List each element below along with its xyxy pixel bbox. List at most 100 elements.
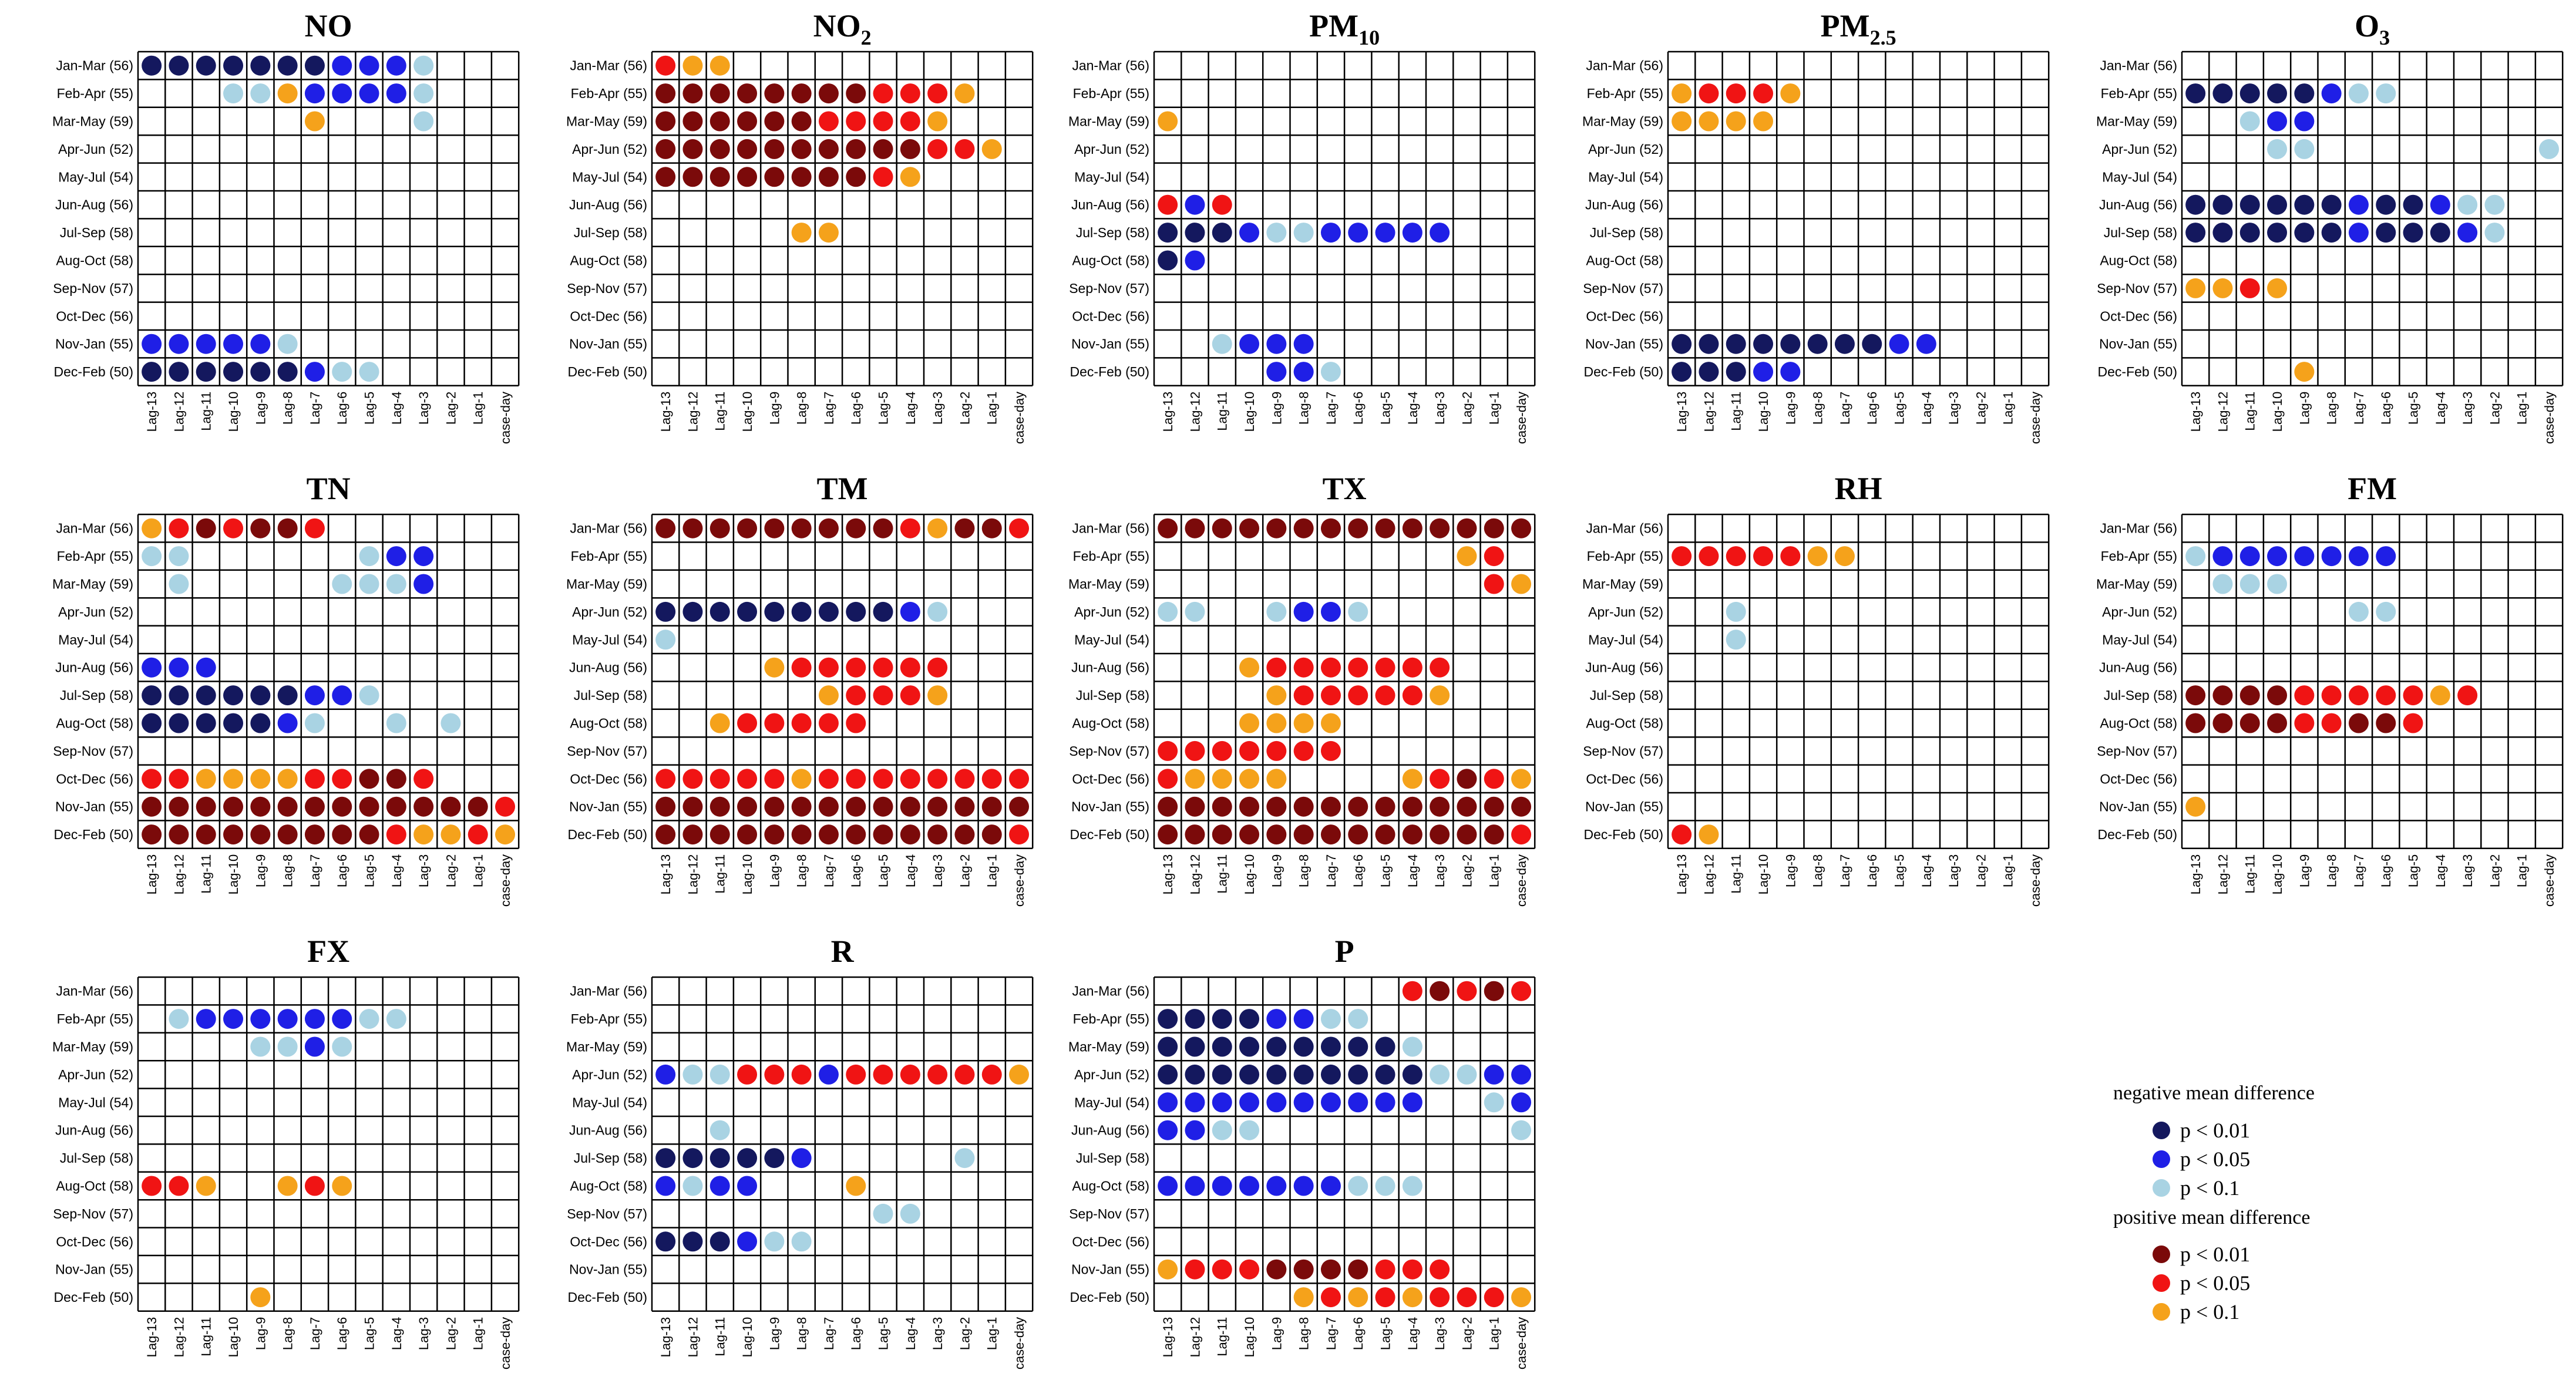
significance-dot [846, 657, 866, 678]
column-label: Lag-1 [2515, 392, 2530, 425]
significance-dot [873, 139, 893, 159]
significance-dot [1348, 518, 1368, 538]
significance-dot [2239, 194, 2260, 215]
significance-dot [359, 769, 379, 789]
column-label: Lag-3 [1432, 392, 1447, 425]
significance-dot [764, 796, 785, 817]
significance-dot [332, 1176, 352, 1196]
significance-dot [332, 83, 352, 104]
significance-dot [386, 824, 406, 845]
significance-dot [1375, 1259, 1395, 1280]
column-label: Lag-7 [308, 854, 322, 887]
significance-dot [413, 55, 434, 76]
column-label: Lag-9 [1269, 1317, 1284, 1350]
column-label: Lag-6 [2379, 392, 2393, 425]
column-label: Lag-3 [416, 854, 431, 887]
significance-dot [818, 223, 839, 243]
row-label: Apr-Jun (52) [572, 604, 647, 620]
significance-dot [1457, 796, 1477, 817]
column-label: Lag-4 [1405, 854, 1420, 887]
column-label: Lag-7 [2352, 854, 2366, 887]
column-label: Lag-10 [2270, 392, 2285, 432]
column-label: Lag-13 [658, 1317, 673, 1358]
significance-dot [1266, 1036, 1287, 1057]
column-label: Lag-13 [1161, 1317, 1175, 1358]
significance-dot [1212, 1176, 1232, 1196]
significance-dot [954, 83, 975, 104]
significance-dot [1158, 824, 1178, 845]
significance-dot [1430, 657, 1450, 678]
significance-dot [413, 574, 434, 594]
panel-title: FX [307, 934, 349, 969]
column-label: Lag-11 [713, 854, 728, 894]
legend-dot [2153, 1122, 2170, 1139]
significance-dot [2321, 223, 2342, 243]
significance-dot [2239, 574, 2260, 594]
significance-dot [304, 796, 325, 817]
significance-dot [1457, 546, 1477, 567]
significance-dot [818, 83, 839, 104]
column-label: Lag-12 [1188, 854, 1202, 895]
significance-dot [737, 83, 758, 104]
significance-dot [223, 334, 244, 354]
significance-dot [2484, 223, 2505, 243]
significance-dot [413, 796, 434, 817]
column-label: Lag-6 [1865, 854, 1879, 887]
significance-dot [277, 1009, 298, 1029]
significance-dot [764, 1148, 785, 1169]
panel-title-main: FM [2348, 471, 2397, 506]
significance-dot [791, 167, 812, 187]
significance-dot [304, 55, 325, 76]
column-label: Lag-10 [1756, 392, 1771, 432]
significance-dot [1266, 740, 1287, 761]
column-label: Lag-12 [2215, 392, 2230, 432]
row-label: Jan-Mar (56) [570, 521, 647, 536]
significance-dot [1185, 1259, 1205, 1280]
column-label: Lag-9 [253, 392, 268, 425]
significance-dot [1212, 1259, 1232, 1280]
significance-dot [1780, 334, 1801, 354]
row-label: Oct-Dec (56) [570, 1234, 647, 1249]
significance-dot [1726, 546, 1746, 567]
significance-dot [250, 334, 271, 354]
row-label: Feb-Apr (55) [571, 548, 647, 564]
significance-dot [1320, 1176, 1341, 1196]
significance-dot [1457, 824, 1477, 845]
row-label: Sep-Nov (57) [1069, 1206, 1149, 1221]
significance-dot [900, 769, 920, 789]
significance-dot [818, 685, 839, 706]
significance-dot [2403, 223, 2423, 243]
row-label: Oct-Dec (56) [1072, 771, 1149, 786]
column-label: Lag-3 [930, 392, 945, 425]
significance-dot [1320, 362, 1341, 382]
column-label: Lag-8 [281, 1317, 295, 1350]
significance-dot [1320, 1092, 1341, 1113]
column-label: Lag-1 [2001, 392, 2016, 425]
row-label: Oct-Dec (56) [1072, 1234, 1149, 1249]
row-label: Feb-Apr (55) [2101, 548, 2177, 564]
significance-dot [846, 167, 866, 187]
significance-dot [1158, 796, 1178, 817]
column-label: Lag-2 [1459, 392, 1474, 425]
significance-dot [1239, 796, 1260, 817]
significance-dot [1484, 518, 1504, 538]
significance-dot [2212, 223, 2233, 243]
column-label: Lag-5 [362, 854, 377, 887]
significance-dot [1293, 1009, 1314, 1029]
row-label: Mar-May (59) [566, 114, 647, 129]
row-label: Apr-Jun (52) [2102, 142, 2177, 157]
significance-dot [250, 824, 271, 845]
row-label: Sep-Nov (57) [53, 743, 133, 759]
significance-dot [1430, 1259, 1450, 1280]
significance-dot [1457, 518, 1477, 538]
row-label: Dec-Feb (50) [2098, 364, 2177, 379]
significance-dot [1375, 796, 1395, 817]
significance-dot [1320, 657, 1341, 678]
significance-dot [1239, 1036, 1260, 1057]
significance-dot [846, 601, 866, 622]
significance-dot [1511, 769, 1532, 789]
significance-dot [709, 824, 730, 845]
significance-dot [1807, 546, 1828, 567]
column-label: Lag-11 [2243, 854, 2258, 894]
panel-title: TX [1323, 471, 1367, 506]
